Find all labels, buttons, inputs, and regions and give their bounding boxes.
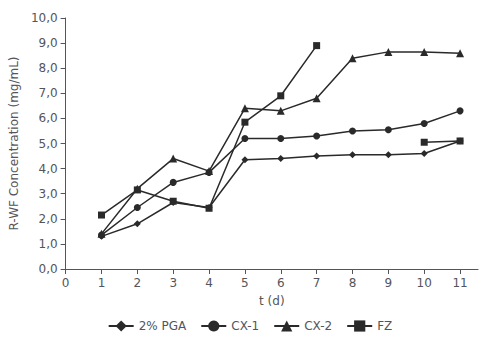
svg-text:0,0: 0,0	[39, 262, 58, 276]
svg-text:FZ: FZ	[377, 319, 392, 333]
svg-text:10: 10	[417, 276, 432, 290]
svg-text:9,0: 9,0	[39, 36, 58, 50]
svg-text:7,0: 7,0	[39, 86, 58, 100]
svg-text:5: 5	[241, 276, 249, 290]
svg-text:3: 3	[169, 276, 177, 290]
svg-text:6,0: 6,0	[39, 111, 58, 125]
svg-text:3,0: 3,0	[39, 187, 58, 201]
svg-text:t (d): t (d)	[259, 294, 285, 308]
svg-text:5,0: 5,0	[39, 137, 58, 151]
svg-text:R-WF Concentration (mg/mL): R-WF Concentration (mg/mL)	[7, 56, 21, 230]
svg-text:9: 9	[385, 276, 393, 290]
svg-text:CX-1: CX-1	[231, 319, 259, 333]
svg-text:6: 6	[277, 276, 285, 290]
svg-text:CX-2: CX-2	[304, 319, 332, 333]
svg-text:2: 2	[134, 276, 142, 290]
svg-text:7: 7	[313, 276, 321, 290]
svg-text:8,0: 8,0	[39, 61, 58, 75]
svg-text:11: 11	[452, 276, 467, 290]
svg-text:2% PGA: 2% PGA	[139, 319, 187, 333]
svg-text:0: 0	[62, 276, 70, 290]
svg-text:8: 8	[349, 276, 357, 290]
svg-text:1,0: 1,0	[39, 237, 58, 251]
svg-text:2,0: 2,0	[39, 212, 58, 226]
svg-text:4,0: 4,0	[39, 162, 58, 176]
svg-text:10,0: 10,0	[31, 11, 58, 25]
svg-text:1: 1	[98, 276, 106, 290]
svg-text:4: 4	[205, 276, 213, 290]
